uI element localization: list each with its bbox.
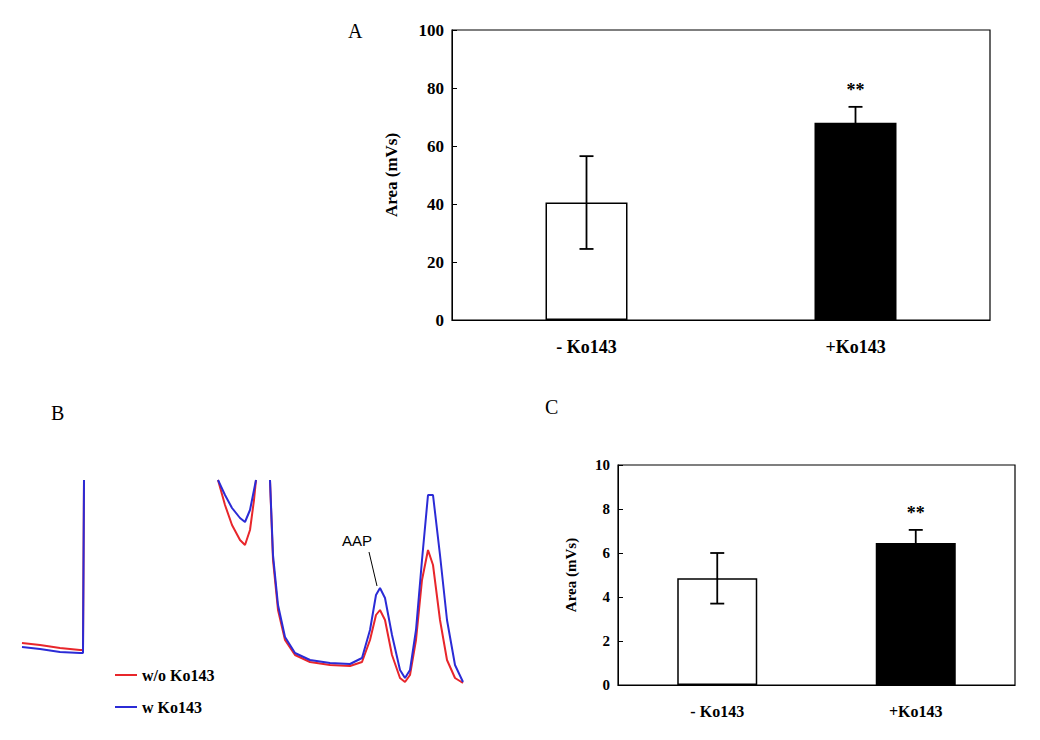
svg-text:A: A bbox=[348, 20, 363, 42]
svg-text:+Ko143: +Ko143 bbox=[825, 337, 885, 357]
svg-text:B: B bbox=[51, 402, 64, 424]
svg-text:6: 6 bbox=[603, 545, 611, 561]
svg-text:- Ko143: - Ko143 bbox=[690, 703, 744, 720]
svg-text:- Ko143: - Ko143 bbox=[556, 337, 617, 357]
svg-text:Area (mVs): Area (mVs) bbox=[563, 538, 580, 612]
svg-text:C: C bbox=[545, 396, 558, 418]
svg-text:Area (mVs): Area (mVs) bbox=[382, 133, 401, 217]
svg-text:w Ko143: w Ko143 bbox=[142, 699, 202, 716]
svg-text:+Ko143: +Ko143 bbox=[889, 703, 943, 720]
svg-text:**: ** bbox=[907, 503, 925, 523]
svg-text:AAP: AAP bbox=[342, 532, 372, 549]
svg-text:20: 20 bbox=[427, 253, 444, 272]
svg-text:2: 2 bbox=[603, 633, 611, 649]
svg-text:8: 8 bbox=[603, 501, 611, 517]
svg-text:60: 60 bbox=[427, 137, 444, 156]
svg-text:40: 40 bbox=[427, 195, 444, 214]
svg-text:0: 0 bbox=[436, 311, 445, 330]
svg-text:80: 80 bbox=[427, 79, 444, 98]
svg-text:100: 100 bbox=[419, 21, 445, 40]
svg-text:**: ** bbox=[847, 80, 865, 100]
svg-text:10: 10 bbox=[595, 457, 610, 473]
svg-text:4: 4 bbox=[603, 589, 611, 605]
svg-text:0: 0 bbox=[603, 677, 611, 693]
svg-text:w/o Ko143: w/o Ko143 bbox=[142, 667, 214, 684]
